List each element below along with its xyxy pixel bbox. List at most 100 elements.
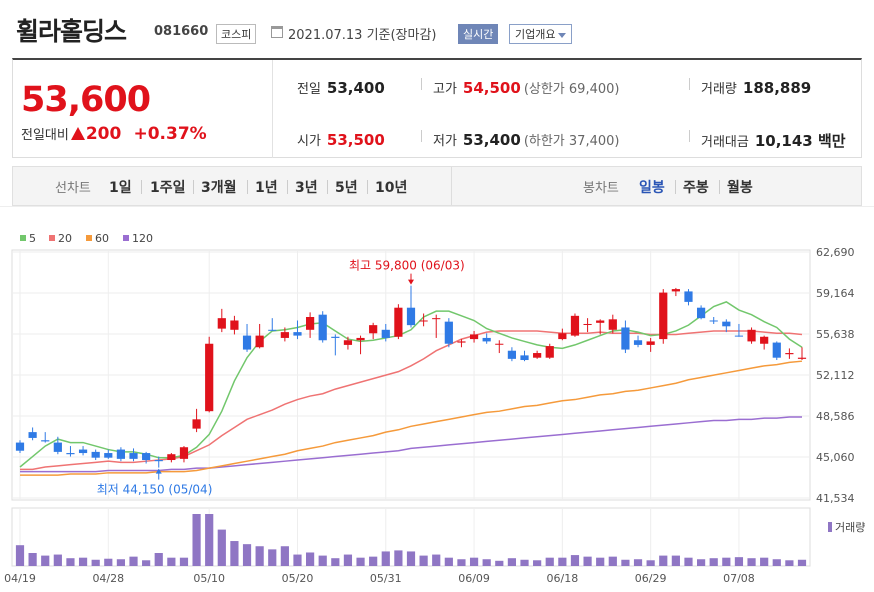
candle-body <box>217 318 226 329</box>
x-tick-label: 04/19 <box>4 572 36 585</box>
chart-toolbar: 선차트 1일 1주일 3개월 1년 3년 5년 10년 봉차트 일봉 주봉 월봉 <box>12 166 862 206</box>
volume-bar <box>15 545 25 566</box>
day-low: 저가 53,400 (하한가 37,400) <box>433 130 619 149</box>
stock-code: 081660 <box>154 24 209 39</box>
volume-bar <box>406 551 416 566</box>
volume-bar <box>66 558 75 566</box>
volume-legend-swatch <box>828 522 832 532</box>
candle-daily[interactable]: 일봉 <box>639 180 665 196</box>
volume-bar <box>444 557 453 566</box>
volume-bar <box>41 555 50 566</box>
volume-bar <box>495 560 504 566</box>
up-arrow-icon <box>155 468 162 474</box>
candle-body <box>343 340 353 345</box>
current-price: 53,600 <box>21 80 151 120</box>
line-chart-label: 선차트 <box>55 181 91 196</box>
volume-bar <box>520 559 529 566</box>
open-price: 시가 53,500 <box>297 130 385 149</box>
prev-close: 전일 53,400 <box>297 78 385 97</box>
volume-bar <box>596 557 605 566</box>
period-1y[interactable]: 1년 <box>255 180 278 196</box>
volume-bar <box>558 557 567 566</box>
candle-body <box>53 442 62 452</box>
volume-bar <box>242 544 252 566</box>
realtime-button[interactable]: 실시간 <box>458 24 499 44</box>
candle-body <box>15 442 25 451</box>
candle-body <box>280 332 289 338</box>
company-overview-dropdown[interactable]: 기업개요 <box>509 24 573 44</box>
volume-bar <box>369 556 378 566</box>
volume-bar <box>671 555 680 566</box>
candle-body <box>167 454 176 461</box>
volume-value: 188,889 <box>742 79 812 97</box>
prev-close-label: 전일 <box>297 82 321 97</box>
candle-body <box>608 319 617 330</box>
candle-body <box>570 315 580 336</box>
volume-bar <box>78 557 88 566</box>
volume-bar <box>545 557 554 566</box>
volume-bar <box>482 559 491 566</box>
candle-body <box>242 335 252 350</box>
candle-body <box>205 343 214 412</box>
volume-bar <box>381 551 390 566</box>
volume-bar <box>343 554 353 566</box>
volume-bar <box>608 556 617 566</box>
volume-bar <box>621 559 630 566</box>
volume-bar <box>154 553 163 566</box>
y-tick-label: 59,164 <box>816 287 855 300</box>
price-change: 전일대비 200 +0.37% <box>21 124 207 144</box>
volume-bar <box>280 546 289 566</box>
candle-body <box>533 353 542 358</box>
candle-body <box>192 419 201 429</box>
open-value: 53,500 <box>326 131 385 149</box>
candle-body <box>255 335 264 348</box>
volume: 거래량 188,889 <box>701 78 811 97</box>
candle-monthly[interactable]: 월봉 <box>727 180 753 196</box>
day-high: 고가 54,500 (상한가 69,400) <box>433 78 619 97</box>
candle-body <box>747 329 756 342</box>
volume-bar <box>419 555 428 566</box>
prev-close-value: 53,400 <box>326 79 385 97</box>
volume-bar <box>179 557 189 566</box>
candle-body <box>305 317 315 330</box>
period-1d[interactable]: 1일 <box>109 180 132 196</box>
volume-bar <box>318 555 327 566</box>
candle-body <box>797 357 807 359</box>
ma20-line <box>20 330 803 471</box>
volume-bar <box>394 550 403 566</box>
legend-swatch <box>20 235 26 241</box>
quote-date: 2021.07.13 기준(장마감) <box>288 28 437 43</box>
candle-body <box>545 346 554 358</box>
candle-body <box>432 318 441 320</box>
market-badge: 코스피 <box>216 24 257 44</box>
period-3m[interactable]: 3개월 <box>201 180 237 196</box>
volume-bar <box>583 556 592 566</box>
period-3y[interactable]: 3년 <box>295 180 318 196</box>
candle-body <box>671 289 680 292</box>
y-tick-label: 41,534 <box>816 492 855 505</box>
candle-body <box>684 291 693 302</box>
change-label: 전일대비 <box>21 128 69 143</box>
day-high-value: 54,500 <box>462 79 521 97</box>
x-tick-label: 06/29 <box>635 572 667 585</box>
change-percent: +0.37% <box>133 124 207 144</box>
quote-panel: 53,600 전일대비 200 +0.37% 전일 53,400 고가 54,500(… <box>12 58 862 158</box>
volume-bar <box>116 559 126 566</box>
lower-limit: (하한가 37,400) <box>523 134 620 149</box>
candle-body <box>318 314 327 341</box>
candle-weekly[interactable]: 주봉 <box>683 180 709 196</box>
candle-body <box>104 453 113 458</box>
volume-bar <box>129 556 138 566</box>
calendar-icon <box>271 26 283 38</box>
period-10y[interactable]: 10년 <box>375 180 408 196</box>
period-1w[interactable]: 1주일 <box>150 180 186 196</box>
volume-bar <box>142 560 151 566</box>
candle-body <box>520 355 529 361</box>
candle-body <box>558 333 567 340</box>
down-arrow-icon <box>408 279 414 285</box>
volume-bar <box>104 558 113 566</box>
volume-bar <box>469 557 479 566</box>
y-tick-label: 52,112 <box>816 369 855 382</box>
candle-body <box>772 342 781 358</box>
period-5y[interactable]: 5년 <box>335 180 358 196</box>
